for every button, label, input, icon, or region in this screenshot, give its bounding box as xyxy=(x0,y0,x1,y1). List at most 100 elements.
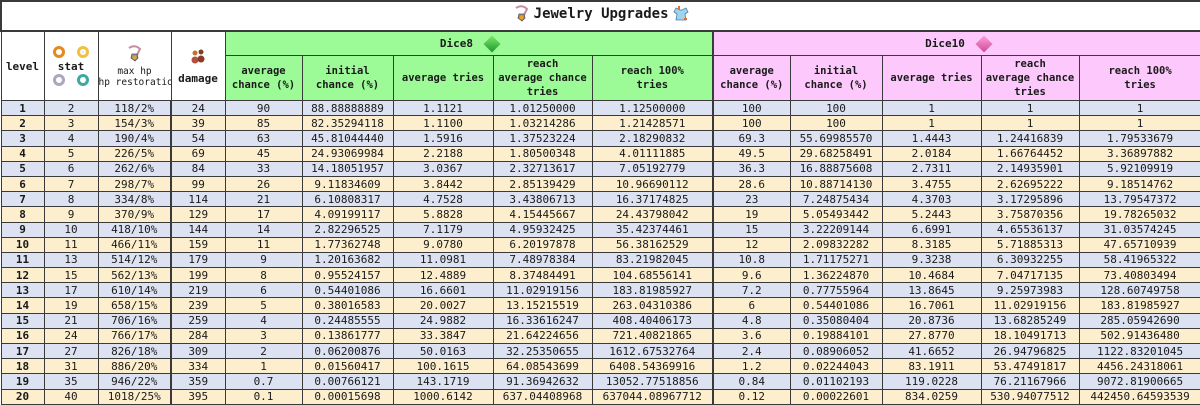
cell-level: 15 xyxy=(0,312,45,329)
cell-dice10-average-tries: 13.8645 xyxy=(881,282,982,299)
cell-dice10-average-tries: 41.6652 xyxy=(881,342,982,360)
table-row: 8 9 370/9% 129 17 4.09199117 5.8828 4.15445667 2… xyxy=(0,206,1200,223)
cell-dice10-average-chance: 6 xyxy=(712,297,791,314)
col-header-level: level xyxy=(0,30,45,101)
cell-dice8-initial-chance: 0.00766121 xyxy=(301,373,394,390)
cell-stat: 4 xyxy=(43,130,99,147)
cell-dice8-reach-100-tries: 56.38162529 xyxy=(591,236,714,253)
table-row: 1 2 118/2% 24 90 88.88888889 1.1121 1.01250000 1… xyxy=(0,99,1200,117)
table-row: 17 27 826/18% 309 2 0.06200876 50.0163 32.25350… xyxy=(0,342,1200,360)
cell-dice10-initial-chance: 0.08906052 xyxy=(789,342,883,360)
cell-max-hp: 334/8% xyxy=(97,191,172,208)
cell-dice10-average-chance: 12 xyxy=(712,236,791,253)
cell-dice10-reach-average-tries: 1 xyxy=(980,115,1080,132)
cell-level: 10 xyxy=(0,236,45,253)
cell-dice10-average-chance: 15 xyxy=(712,221,791,238)
cell-dice10-average-chance: 36.3 xyxy=(712,160,791,177)
cell-dice8-average-chance: 21 xyxy=(224,191,303,208)
cell-dice8-average-chance: 5 xyxy=(224,297,303,314)
cell-dice8-initial-chance: 4.09199117 xyxy=(301,206,394,223)
cell-dice10-initial-chance: 2.09832282 xyxy=(789,236,883,253)
cell-dice8-initial-chance: 0.54401086 xyxy=(301,282,394,299)
cell-dice8-average-tries: 12.4889 xyxy=(392,267,494,284)
cell-dice8-reach-100-tries: 721.40821865 xyxy=(591,327,714,345)
cell-dice10-reach-average-tries: 3.17295896 xyxy=(980,191,1080,208)
cell-dice8-average-tries: 50.0163 xyxy=(392,342,494,360)
col-header-max-hp: max hp hp restoration xyxy=(97,30,172,101)
cell-dice10-reach-100-tries: 3.36897882 xyxy=(1078,145,1200,162)
green-dice-gem-icon xyxy=(483,35,501,53)
cell-level: 12 xyxy=(0,267,45,284)
cell-dice8-average-chance: 11 xyxy=(224,236,303,253)
cell-damage: 179 xyxy=(170,251,226,269)
cell-dice10-average-chance: 23 xyxy=(712,191,791,208)
cell-dice8-initial-chance: 88.88888889 xyxy=(301,99,394,117)
cell-dice10-reach-100-tries: 285.05942690 xyxy=(1078,312,1200,329)
cell-dice10-initial-chance: 0.01102193 xyxy=(789,373,883,390)
cell-dice8-initial-chance: 6.10808317 xyxy=(301,191,394,208)
stat-label: stat xyxy=(57,59,85,73)
cell-dice8-average-chance: 90 xyxy=(224,99,303,117)
cell-dice8-initial-chance: 82.35294118 xyxy=(301,115,394,132)
cell-dice10-reach-average-tries: 6.30932255 xyxy=(980,251,1080,269)
cell-dice8-reach-100-tries: 263.04310386 xyxy=(591,297,714,314)
cell-dice8-reach-100-tries: 637044.08967712 xyxy=(591,388,714,405)
cell-damage: 284 xyxy=(170,327,226,345)
cell-dice8-average-chance: 9 xyxy=(224,251,303,269)
col-header-dice10-reach-100-tries: reach 100% tries xyxy=(1078,55,1200,101)
cell-dice8-average-tries: 1.1121 xyxy=(392,99,494,117)
cell-damage: 24 xyxy=(170,99,226,117)
table-row: 7 8 334/8% 114 21 6.10808317 4.7528 3.43806713 1… xyxy=(0,191,1200,208)
cell-dice10-initial-chance: 0.77755964 xyxy=(789,282,883,299)
cell-level: 4 xyxy=(0,145,45,162)
cell-dice8-average-chance: 85 xyxy=(224,115,303,132)
cell-dice8-reach-average-tries: 4.95932425 xyxy=(492,221,593,238)
cell-dice10-reach-100-tries: 1 xyxy=(1078,115,1200,132)
cell-level: 20 xyxy=(0,388,45,405)
cell-damage: 99 xyxy=(170,175,226,193)
cell-dice10-initial-chance: 0.54401086 xyxy=(789,297,883,314)
table-row: 20 40 1018/25% 395 0.1 0.00015698 1000.6142 637… xyxy=(0,388,1200,405)
cell-dice10-average-tries: 1 xyxy=(881,115,982,132)
col-header-dice8-initial-chance: initial chance (%) xyxy=(301,55,394,101)
cell-dice10-reach-average-tries: 53.47491817 xyxy=(980,358,1080,375)
cell-dice10-average-tries: 2.7311 xyxy=(881,160,982,177)
col-header-dice8-average-tries: average tries xyxy=(392,55,494,101)
cell-dice8-average-tries: 16.6601 xyxy=(392,282,494,299)
cell-dice8-initial-chance: 0.95524157 xyxy=(301,267,394,284)
cell-stat: 5 xyxy=(43,145,99,162)
cell-dice10-average-chance: 100 xyxy=(712,99,791,117)
cell-dice10-average-chance: 28.6 xyxy=(712,175,791,193)
cell-stat: 19 xyxy=(43,297,99,314)
col-header-damage: damage xyxy=(170,30,226,101)
cell-dice10-initial-chance: 0.02244043 xyxy=(789,358,883,375)
cell-damage: 259 xyxy=(170,312,226,329)
cell-dice10-average-chance: 19 xyxy=(712,206,791,223)
cell-dice10-reach-100-tries: 183.81985927 xyxy=(1078,297,1200,314)
table-row: 11 13 514/12% 179 9 1.20163682 11.0981 7.489783… xyxy=(0,251,1200,269)
table-row: 15 21 706/16% 259 4 0.24485555 24.9882 16.33616… xyxy=(0,312,1200,329)
cell-dice8-initial-chance: 0.00015698 xyxy=(301,388,394,405)
table-row: 9 10 418/10% 144 14 2.82296525 7.1179 4.9593242… xyxy=(0,221,1200,238)
cell-level: 11 xyxy=(0,251,45,269)
cell-dice8-average-tries: 3.0367 xyxy=(392,160,494,177)
pearl-ring-icon xyxy=(77,46,89,58)
cell-max-hp: 946/22% xyxy=(97,373,172,390)
cell-level: 1 xyxy=(0,99,45,117)
cell-dice10-initial-chance: 5.05493442 xyxy=(789,206,883,223)
cell-dice10-reach-100-tries: 9072.81900665 xyxy=(1078,373,1200,390)
cell-dice8-reach-100-tries: 1.21428571 xyxy=(591,115,714,132)
cell-dice8-average-tries: 100.1615 xyxy=(392,358,494,375)
cell-level: 9 xyxy=(0,221,45,238)
col-header-dice8-average-chance: average chance (%) xyxy=(224,55,303,101)
cell-dice8-reach-average-tries: 8.37484491 xyxy=(492,267,593,284)
cell-dice8-initial-chance: 45.81044440 xyxy=(301,130,394,147)
cell-dice10-reach-100-tries: 502.91436480 xyxy=(1078,327,1200,345)
cell-dice10-reach-average-tries: 1.24416839 xyxy=(980,130,1080,147)
cell-dice10-average-tries: 4.3703 xyxy=(881,191,982,208)
table-row: 5 6 262/6% 84 33 14.18051957 3.0367 2.32713617 7… xyxy=(0,160,1200,177)
cell-stat: 3 xyxy=(43,115,99,132)
cell-dice10-reach-100-tries: 9.18514762 xyxy=(1078,175,1200,193)
cell-damage: 334 xyxy=(170,358,226,375)
